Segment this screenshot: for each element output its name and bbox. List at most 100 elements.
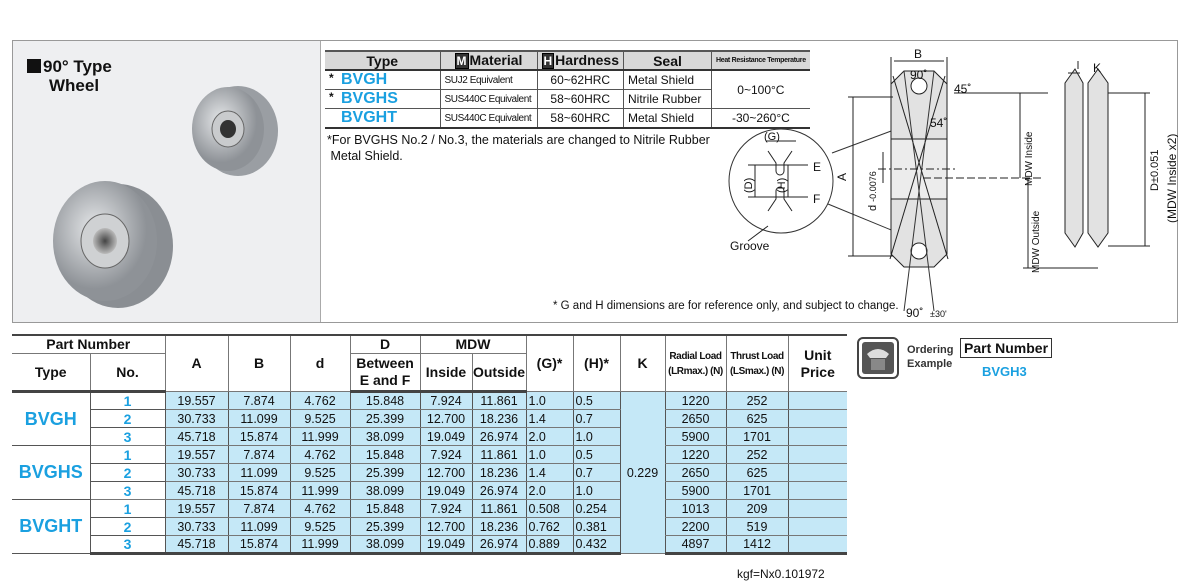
cell-d: 4.762 — [289, 445, 350, 464]
header-radial-load: Radial Load (LRmax.) (N) — [664, 334, 726, 392]
example-label: Example — [907, 358, 953, 370]
cell-d: 9.525 — [289, 463, 350, 482]
cell-out: 18.236 — [471, 517, 526, 536]
cell-unit-price — [787, 535, 847, 555]
table-row: BVGH 1 19.557 7.874 4.762 15.848 7.924 11.861 1.… — [12, 391, 847, 554]
cell-d: 11.999 — [289, 535, 350, 555]
no-cell[interactable]: 2 — [89, 463, 165, 482]
header-d: d — [289, 334, 350, 392]
dim-label-E: E — [813, 160, 821, 174]
product-photo-area: 90° Type Wheel — [13, 41, 321, 322]
table-row: 2 30.733 11.099 9.525 25.399 12.700 18.236 1.4 0… — [12, 463, 847, 482]
no-cell[interactable]: 2 — [89, 517, 165, 536]
cell-A: 45.718 — [164, 481, 228, 500]
spec-row: * BVGH SUJ2 Equivalent 60~62HRC Metal Shi… — [325, 70, 810, 109]
cell-in: 12.700 — [419, 463, 472, 482]
cell-thrust-load: 252 — [725, 445, 788, 464]
type-cell: BVGHS — [12, 445, 90, 500]
cell-d: 4.762 — [289, 499, 350, 518]
cell-G: 1.4 — [525, 463, 573, 482]
cell-unit-price — [787, 445, 847, 464]
note-line-2: Metal Shield. — [330, 149, 403, 163]
cell-in: 19.049 — [419, 535, 472, 555]
cell-B: 7.874 — [227, 499, 290, 518]
header-thrust-load: Thrust Load (LSmax.) (N) — [725, 334, 788, 392]
cell-H: 0.254 — [572, 499, 620, 518]
cell-thrust-load: 1701 — [725, 481, 788, 500]
note-line-1: *For BVGHS No.2 / No.3, the materials ar… — [327, 133, 710, 147]
cell-D: 15.848 — [349, 391, 420, 410]
cell-B: 11.099 — [227, 517, 290, 536]
cell-out: 18.236 — [471, 463, 526, 482]
no-cell[interactable]: 3 — [89, 427, 165, 446]
cell-H: 0.5 — [572, 391, 620, 410]
cell-G: 1.0 — [525, 445, 573, 464]
header-A: A — [164, 334, 228, 392]
cell-B: 15.874 — [227, 535, 290, 555]
spec-seal: Nitrile Rubber — [622, 89, 712, 109]
mdw-x2-label: (MDW Inside x2) — [1165, 134, 1178, 223]
product-title: 90° Type Wheel — [27, 57, 112, 95]
cell-out: 11.861 — [471, 499, 526, 518]
cell-out: 26.974 — [471, 427, 526, 446]
spec-seal: Metal Shield — [622, 70, 712, 90]
table-row: BVGHS 1 19.557 7.874 4.762 15.848 7.924 11.861 1… — [12, 445, 847, 500]
cell-out: 11.861 — [471, 391, 526, 410]
cell-d: 11.999 — [289, 427, 350, 446]
dim-label-90-top: 90˚ — [910, 68, 927, 82]
cell-B: 7.874 — [227, 445, 290, 464]
type-cell: BVGHT — [12, 499, 90, 554]
thrust-load-line2: (LSmax.) (N) — [729, 365, 785, 377]
spec-material: SUS440C Equivalent — [439, 108, 537, 129]
no-cell[interactable]: 2 — [89, 409, 165, 428]
cell-unit-price — [787, 463, 847, 482]
cell-thrust-load: 519 — [725, 517, 788, 536]
dimension-diagram: B 90˚ 45˚ 54˚ A d -0.0076 (G) (D) (H) E … — [728, 47, 1178, 320]
example-part-number: BVGH3 — [982, 364, 1027, 379]
table-row: BVGHT 1 19.557 7.874 4.762 15.848 7.924 11.861 0… — [12, 499, 847, 554]
cell-thrust-load: 1412 — [725, 535, 788, 555]
dim-label-D: (D) — [743, 178, 755, 193]
dim-label-H: (H) — [776, 178, 788, 193]
cell-unit-price — [787, 499, 847, 518]
cell-A: 19.557 — [164, 391, 228, 410]
cell-radial-load: 2200 — [664, 517, 726, 536]
no-cell[interactable]: 1 — [89, 391, 165, 410]
spec-header-hardness: H Hardness — [536, 50, 624, 71]
header-type: Type — [12, 353, 90, 393]
angle-tolerance: ±30' — [930, 309, 947, 319]
cell-D: 38.099 — [349, 427, 420, 446]
title-line-1: 90° Type — [43, 57, 112, 76]
cell-in: 7.924 — [419, 445, 472, 464]
header-K: K — [619, 334, 665, 392]
cell-radial-load: 1013 — [664, 499, 726, 518]
cell-unit-price — [787, 409, 847, 428]
cell-D: 25.399 — [349, 517, 420, 536]
cell-H: 0.5 — [572, 445, 620, 464]
spec-header-heat: Heat Resistance Temperature — [710, 50, 810, 71]
mdw-outside-label: MDW Outside — [1031, 210, 1042, 273]
cell-d: 9.525 — [289, 409, 350, 428]
ordering-label: Ordering — [907, 344, 954, 356]
product-overview-panel: 90° Type Wheel Type M Material H Hardness S… — [12, 40, 1178, 323]
no-cell[interactable]: 3 — [89, 481, 165, 500]
no-cell[interactable]: 3 — [89, 535, 165, 555]
cell-G: 0.508 — [525, 499, 573, 518]
cell-in: 7.924 — [419, 499, 472, 518]
cell-in: 19.049 — [419, 481, 472, 500]
no-cell[interactable]: 1 — [89, 499, 165, 518]
cell-B: 15.874 — [227, 427, 290, 446]
header-D: D — [349, 334, 420, 354]
dim-label-54: 54˚ — [930, 116, 947, 130]
cell-G: 2.0 — [525, 427, 573, 446]
spec-hardness: 60~62HRC — [536, 70, 624, 90]
dim-label-90-bottom: 90˚ — [906, 306, 923, 320]
cell-out: 18.236 — [471, 409, 526, 428]
cell-out: 26.974 — [471, 481, 526, 500]
dimension-table: Part Number A B d D MDW (G)* (H)* K Radi… — [12, 334, 847, 555]
spec-seal: Metal Shield — [622, 108, 712, 129]
radial-load-line2: (LRmax.) (N) — [668, 365, 723, 377]
cell-A: 19.557 — [164, 445, 228, 464]
cell-radial-load: 4897 — [664, 535, 726, 555]
no-cell[interactable]: 1 — [89, 445, 165, 464]
